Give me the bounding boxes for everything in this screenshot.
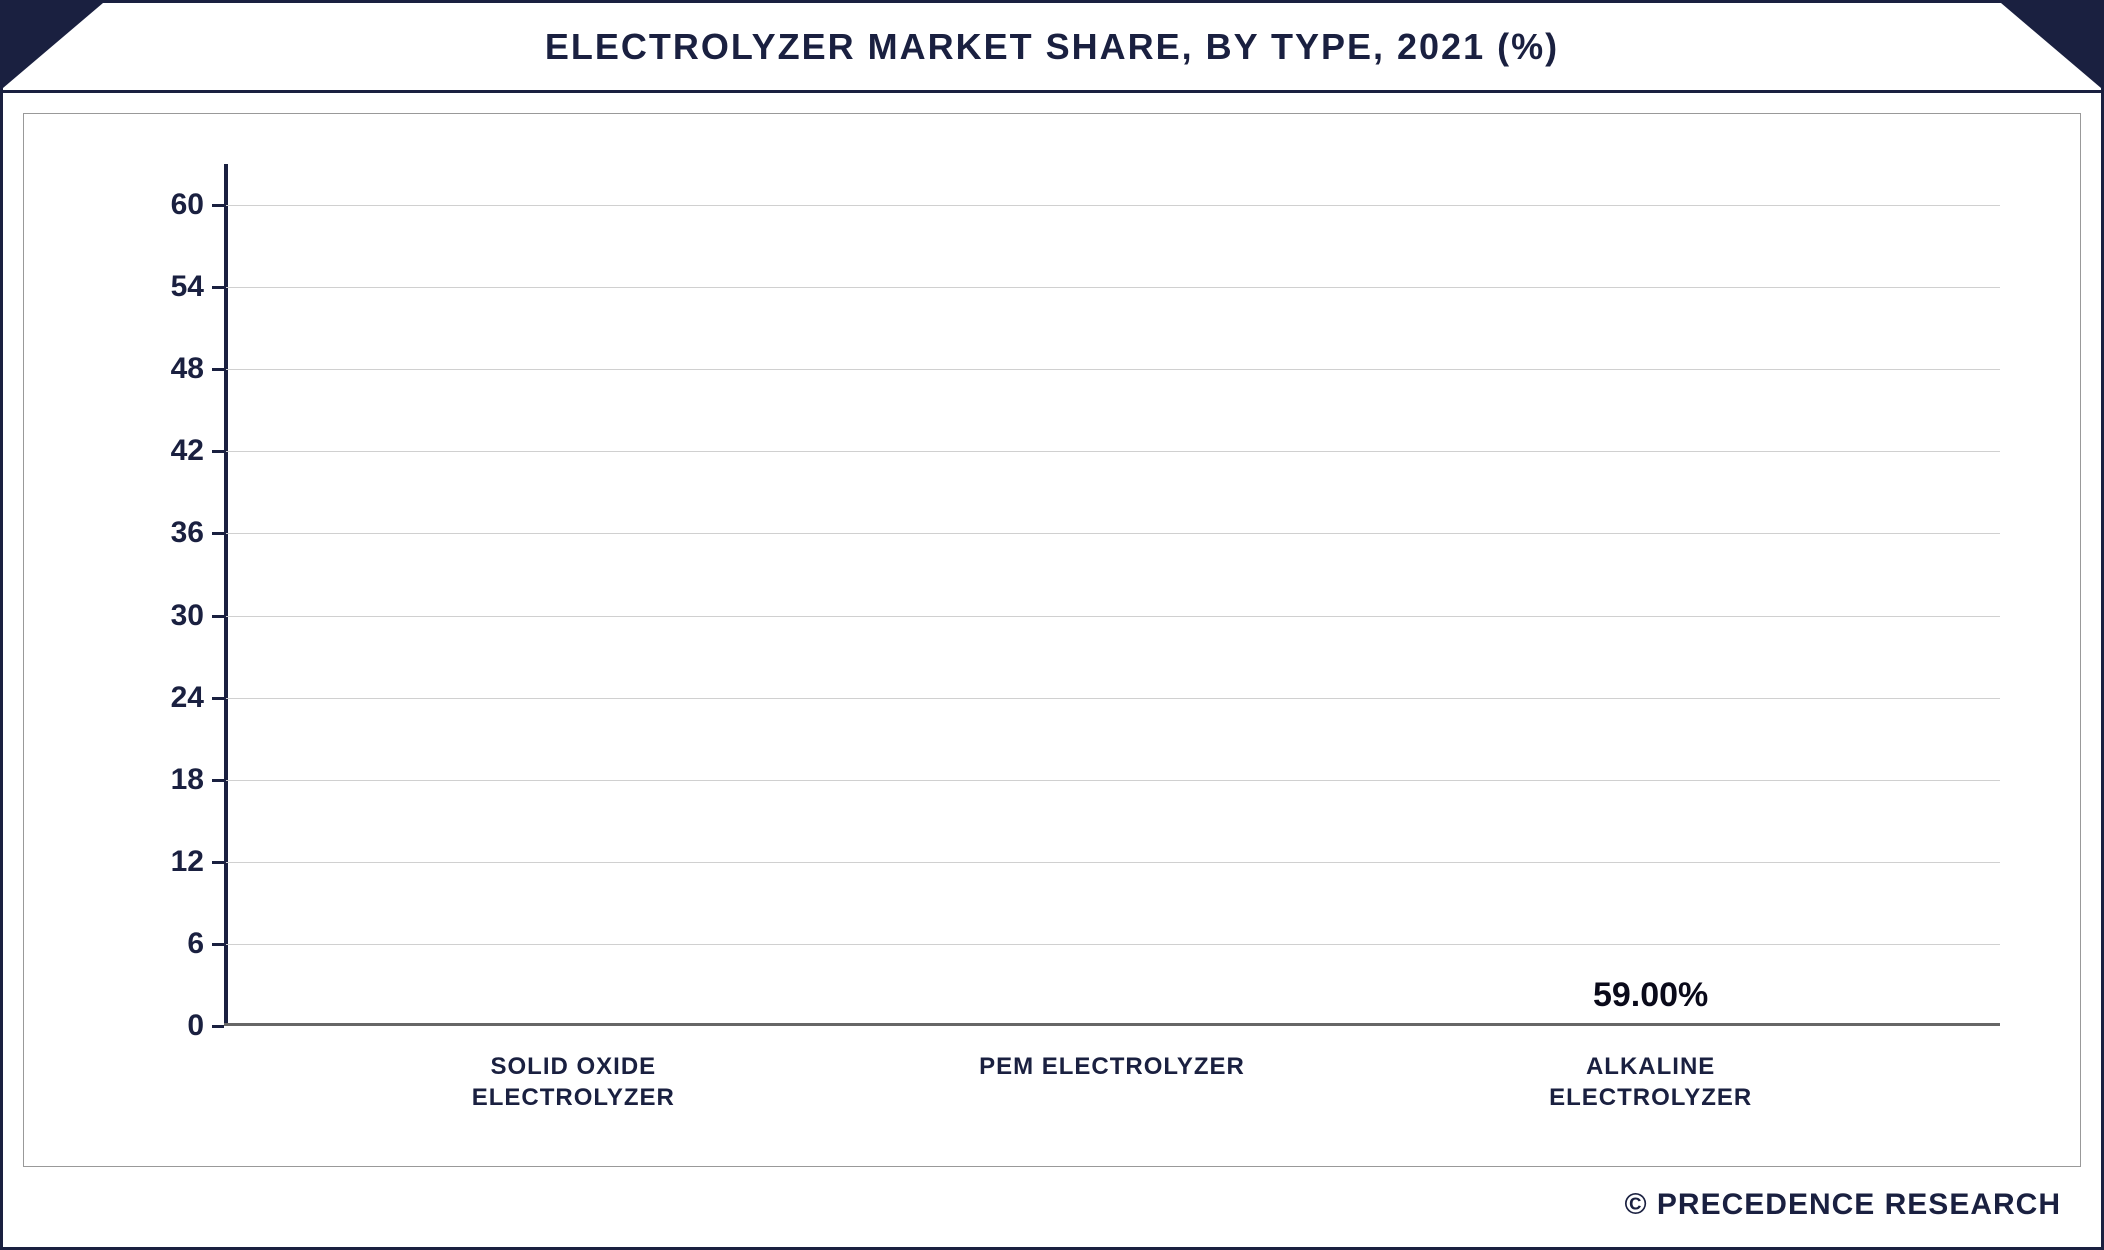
corner-decoration-tr <box>2001 3 2101 88</box>
y-tick-label: 6 <box>187 927 204 961</box>
y-tick-label: 0 <box>187 1009 204 1043</box>
y-tick-label: 18 <box>171 763 204 797</box>
y-tick-mark <box>212 286 224 289</box>
plot-region: 06121824303642485460 59.00% <box>224 164 2000 1026</box>
copyright-text: © PRECEDENCE RESEARCH <box>1624 1188 2061 1222</box>
x-axis-label: SOLID OXIDE ELECTROLYZER <box>433 1051 713 1113</box>
y-tick-mark <box>212 532 224 535</box>
y-tick-mark <box>212 450 224 453</box>
title-bar: ELECTROLYZER MARKET SHARE, BY TYPE, 2021… <box>3 3 2101 93</box>
y-tick-mark <box>212 204 224 207</box>
y-tick-label: 60 <box>171 188 204 222</box>
y-tick-label: 24 <box>171 681 204 715</box>
y-tick-mark <box>212 368 224 371</box>
y-tick-mark <box>212 861 224 864</box>
y-tick-mark <box>212 697 224 700</box>
y-tick-mark <box>212 779 224 782</box>
y-tick-mark <box>212 615 224 618</box>
chart-title: ELECTROLYZER MARKET SHARE, BY TYPE, 2021… <box>545 26 1559 68</box>
x-axis-label: ALKALINE ELECTROLYZER <box>1511 1051 1791 1113</box>
y-tick-label: 54 <box>171 270 204 304</box>
bars-group: 59.00% <box>224 164 2000 1026</box>
chart-container: ELECTROLYZER MARKET SHARE, BY TYPE, 2021… <box>0 0 2104 1250</box>
x-axis-label: PEM ELECTROLYZER <box>972 1051 1252 1113</box>
y-tick-mark <box>212 1025 224 1028</box>
corner-decoration-tl <box>3 3 103 88</box>
y-tick-mark <box>212 943 224 946</box>
chart-plot-area: 06121824303642485460 59.00% SOLID OXIDE … <box>23 113 2081 1167</box>
y-tick-label: 48 <box>171 352 204 386</box>
bar-value-label: 59.00% <box>1593 976 1708 1015</box>
x-axis-labels: SOLID OXIDE ELECTROLYZER PEM ELECTROLYZER… <box>224 1051 2000 1113</box>
y-tick-label: 42 <box>171 434 204 468</box>
y-tick-label: 12 <box>171 845 204 879</box>
y-tick-label: 36 <box>171 516 204 550</box>
y-tick-label: 30 <box>171 599 204 633</box>
